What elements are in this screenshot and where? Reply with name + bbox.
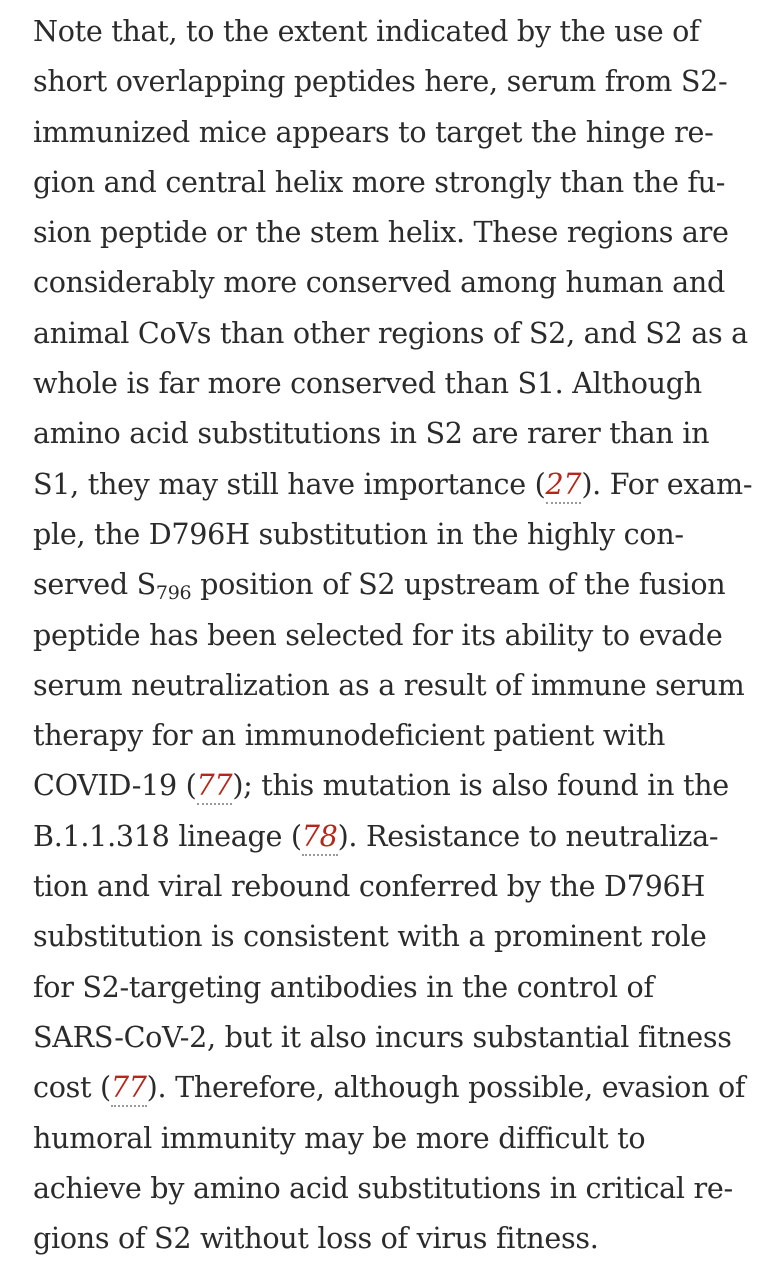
text-line: S1, they may still have importance (27).…: [33, 459, 773, 509]
reference-link-27[interactable]: 27: [545, 466, 582, 504]
text-line: amino acid substitutions in S2 are rarer…: [33, 416, 710, 451]
text-line: for S2-targeting antibodies in the contr…: [33, 969, 654, 1004]
text-line: serum neutralization as a result of immu…: [33, 667, 745, 702]
text-segment: ). Therefore, although possible, evasion…: [146, 1070, 746, 1105]
text-line: COVID-19 (77); this mutation is also fou…: [33, 760, 773, 810]
reference-link-77[interactable]: 77: [196, 768, 233, 806]
text-line: served S796 position of S2 upstream of t…: [33, 559, 773, 609]
text-line: Note that, to the extent indicated by th…: [33, 14, 700, 48]
text-line: cost (77). Therefore, although possible,…: [33, 1062, 773, 1112]
article-body: Note that, to the extent indicated by th…: [33, 6, 773, 1263]
text-line: substitution is consistent with a promin…: [33, 919, 707, 954]
text-line: SARS-CoV-2, but it also incurs substanti…: [33, 1019, 732, 1054]
text-line: B.1.1.318 lineage (78). Resistance to ne…: [33, 811, 773, 861]
text-line: animal CoVs than other regions of S2, an…: [33, 315, 748, 350]
text-line: tion and viral rebound conferred by the …: [33, 869, 705, 904]
text-segment: cost (: [33, 1070, 111, 1105]
text-line: gion and central helix more strongly tha…: [33, 164, 726, 199]
paragraph: Note that, to the extent indicated by th…: [33, 6, 773, 1263]
text-segment: served S: [33, 567, 156, 602]
text-line: ple, the D796H substitution in the highl…: [33, 516, 684, 551]
subscript-position: 796: [155, 582, 192, 605]
text-segment: ). Resistance to neutraliza-: [337, 818, 719, 853]
text-segment: ). For exam-: [581, 466, 753, 501]
text-line: short overlapping peptides here, serum f…: [33, 64, 728, 99]
text-segment: position of S2 upstream of the fusion: [191, 567, 726, 602]
text-segment: COVID-19 (: [33, 768, 197, 803]
reference-link-78[interactable]: 78: [301, 818, 338, 856]
text-line: considerably more conserved among human …: [33, 265, 726, 300]
text-line: sion peptide or the stem helix. These re…: [33, 215, 729, 250]
text-line: whole is far more conserved than S1. Alt…: [33, 366, 702, 401]
text-line: therapy for an immunodeficient patient w…: [33, 718, 666, 753]
text-segment: ); this mutation is also found in the: [232, 768, 729, 803]
text-line: peptide has been selected for its abilit…: [33, 617, 723, 652]
text-line: immunized mice appears to target the hin…: [33, 114, 714, 149]
text-segment: S1, they may still have importance (: [33, 466, 546, 501]
reference-link-77-second[interactable]: 77: [110, 1070, 147, 1108]
text-line: gions of S2 without loss of virus fitnes…: [33, 1221, 599, 1256]
text-segment: B.1.1.318 lineage (: [33, 818, 302, 853]
text-line: humoral immunity may be more difficult t…: [33, 1120, 646, 1155]
text-line: achieve by amino acid substitutions in c…: [33, 1170, 733, 1205]
